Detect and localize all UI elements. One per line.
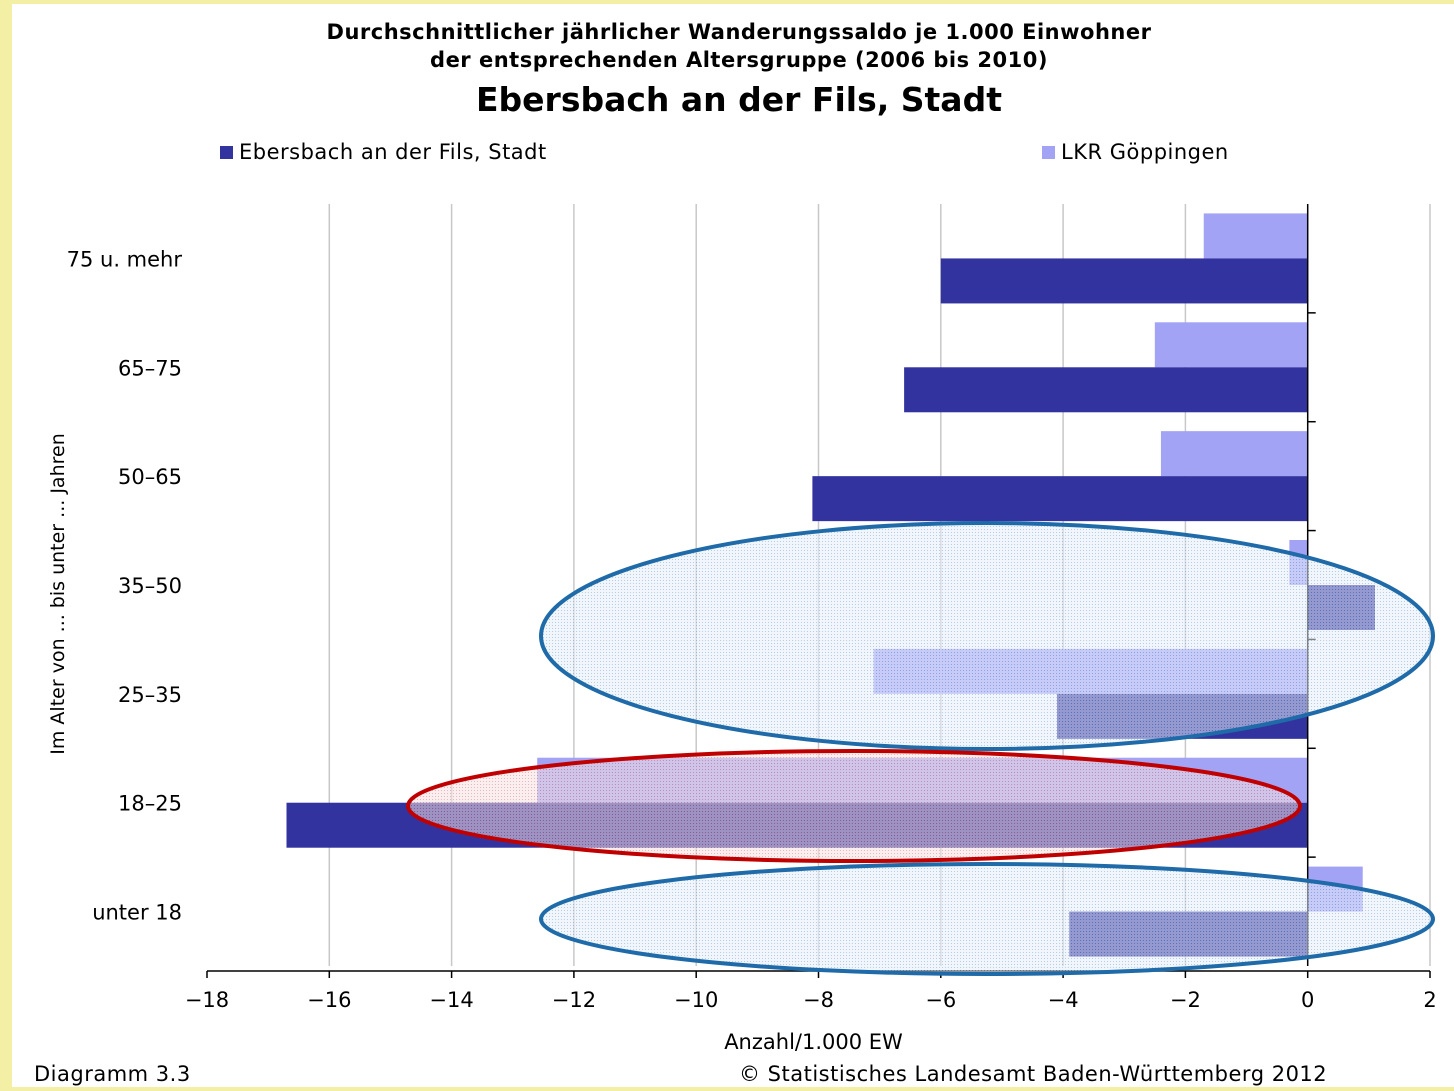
category-label: unter 18 (92, 901, 182, 925)
x-tick-label: 2 (1423, 988, 1436, 1012)
bar-ebersbach (940, 258, 1308, 304)
category-label: 25–35 (118, 683, 182, 707)
x-tick-label: −14 (429, 988, 473, 1012)
bar-ebersbach (812, 476, 1308, 522)
footer-diagram-number: Diagramm 3.3 (34, 1062, 191, 1086)
footer-copyright: © Statistisches Landesamt Baden-Württemb… (739, 1062, 1328, 1086)
category-label: 65–75 (118, 356, 182, 380)
legend-item-ebersbach: Ebersbach an der Fils, Stadt (220, 140, 547, 164)
legend-swatch-lkr (1042, 145, 1055, 159)
category-label: 75 u. mehr (67, 247, 183, 271)
legend-item-lkr: LKR Göppingen (1042, 140, 1229, 164)
legend-swatch-ebersbach (220, 145, 233, 159)
x-tick-label: 0 (1301, 988, 1314, 1012)
x-tick-label: −6 (925, 988, 956, 1012)
category-label: 50–65 (118, 465, 182, 489)
bar-lkr (1154, 322, 1308, 368)
chart-title-line2: der entsprechenden Altersgruppe (2006 bi… (430, 48, 1048, 72)
x-tick-label: −10 (674, 988, 718, 1012)
legend-label-lkr: LKR Göppingen (1061, 140, 1229, 164)
highlight-ellipse-35-50-25-35 (539, 521, 1435, 751)
category-label: 18–25 (118, 792, 182, 816)
highlight-ellipse-unter-18 (539, 862, 1435, 976)
x-tick-label: −8 (803, 988, 834, 1012)
category-label: 35–50 (118, 574, 182, 598)
chart-subtitle: Ebersbach an der Fils, Stadt (476, 80, 1002, 119)
x-tick-label: −18 (185, 988, 229, 1012)
x-tick-label: −12 (552, 988, 596, 1012)
legend-label-ebersbach: Ebersbach an der Fils, Stadt (239, 140, 547, 164)
x-axis-title: Anzahl/1.000 EW (724, 1030, 903, 1054)
bar-lkr (1160, 431, 1308, 477)
y-axis-title: Im Alter von ... bis unter ... Jahren (47, 433, 69, 754)
x-tick-label: −2 (1170, 988, 1201, 1012)
bar-ebersbach (904, 367, 1308, 413)
chart-title: Durchschnittlicher jährlicher Wanderungs… (326, 20, 1152, 44)
x-tick-label: −16 (307, 988, 351, 1012)
highlight-ellipse-18-25 (406, 749, 1302, 863)
bar-lkr (1203, 213, 1308, 259)
x-tick-label: −4 (1048, 988, 1079, 1012)
bar-chart-plot: 75 u. mehr 65–75 50–65 35–50 25–35 18–25 unter… (47, 204, 1437, 1054)
